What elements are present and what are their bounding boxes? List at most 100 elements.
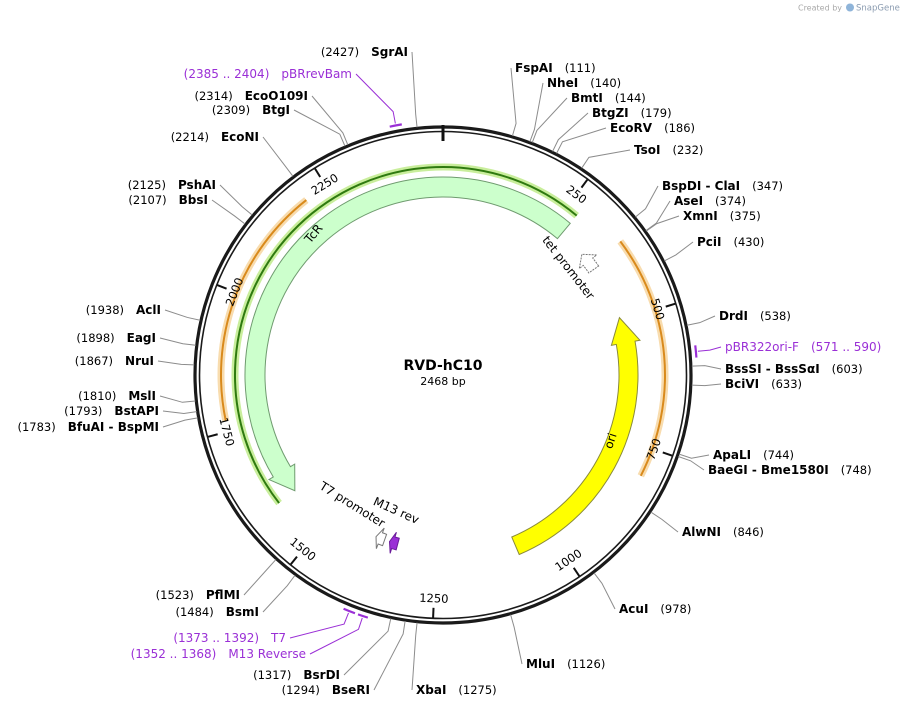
label-name: T7 <box>270 631 286 645</box>
enzyme-label: MluI(1126) <box>526 657 605 671</box>
leader-line <box>635 186 658 217</box>
label-site: (1867) <box>75 354 113 368</box>
enzyme-label: XbaI(1275) <box>416 683 497 697</box>
label-name: SgrAI <box>371 45 408 59</box>
tick-mark <box>208 434 218 437</box>
enzyme-label: (1867)NruI <box>75 354 154 368</box>
enzyme-label: (1938)AclI <box>86 303 161 317</box>
tick-label: 2000 <box>223 276 247 308</box>
enzyme-label: FspAI(111) <box>515 61 596 75</box>
label-site: (603) <box>832 362 863 376</box>
feature-ori <box>512 318 640 555</box>
label-name: BtgI <box>262 103 290 117</box>
label-site: (1352 .. 1368) <box>131 647 217 661</box>
label-site: (1126) <box>567 657 605 671</box>
label-site: (2427) <box>321 45 359 59</box>
label-site: (1373 .. 1392) <box>173 631 259 645</box>
tick-mark <box>217 285 226 289</box>
label-site: (2309) <box>212 103 250 117</box>
leader-line <box>646 201 670 231</box>
label-site: (1484) <box>175 605 213 619</box>
feature-site-label: (2385 .. 2404)pBRrevBam <box>184 67 352 81</box>
enzyme-label: (2214)EcoNI <box>171 130 259 144</box>
enzyme-label: (1523)PflMI <box>156 588 240 602</box>
leader-line <box>511 615 522 664</box>
leader-line <box>356 74 395 123</box>
label-name: BsrDI <box>303 668 340 682</box>
leader-line <box>374 621 405 690</box>
tick-mark <box>291 557 297 565</box>
plasmid-name: RVD-hC10 <box>403 358 482 374</box>
label-site: (1898) <box>76 331 114 345</box>
label-name: BtgZI <box>592 106 629 120</box>
label-name: PflMI <box>206 588 240 602</box>
enzyme-label: ApaLI(744) <box>713 448 794 462</box>
leader-line <box>412 52 417 127</box>
label-name: AlwNI <box>682 525 721 539</box>
leader-line <box>651 512 678 532</box>
enzyme-label: (1810)MslI <box>78 389 156 403</box>
primer-mark <box>695 345 696 357</box>
label-name: BseRI <box>332 683 370 697</box>
label-site: (571 .. 590) <box>811 340 881 354</box>
label-name: BmtI <box>571 91 603 105</box>
enzyme-label: (1793)BstAPI <box>64 404 159 418</box>
label-site: (232) <box>672 143 703 157</box>
enzyme-label: XmnI(375) <box>683 209 761 223</box>
feature-m13-rev <box>390 532 400 553</box>
label-site: (633) <box>771 377 802 391</box>
label-site: (140) <box>590 76 621 90</box>
label-site: (978) <box>660 602 691 616</box>
leader-line <box>553 113 588 151</box>
enzyme-label: BaeGI - Bme1580I (748) <box>708 463 872 477</box>
brand-logo <box>846 4 854 12</box>
leader-line <box>532 98 567 143</box>
enzyme-label: BtgZI(179) <box>592 106 672 120</box>
enzyme-label: AseI(374) <box>674 194 746 208</box>
tick-label: 1500 <box>287 535 319 564</box>
label-name: M13 Reverse <box>228 647 306 661</box>
enzyme-label: (2309) BtgI <box>212 103 290 117</box>
label-site: (430) <box>734 235 765 249</box>
enzyme-label: BspDI - ClaI(347) <box>662 179 783 193</box>
label-site: (1275) <box>458 683 496 697</box>
tick-mark <box>581 180 587 188</box>
label-site: (2107) <box>128 193 166 207</box>
leader-line <box>212 200 245 224</box>
leader-line <box>220 185 252 215</box>
feature-site-label: (1352 .. 1368) M13 Reverse <box>131 647 306 661</box>
label-site: (846) <box>733 525 764 539</box>
leader-line <box>698 347 721 351</box>
plasmid-length: 2468 bp <box>420 375 465 388</box>
feature-tcr <box>245 177 570 491</box>
label-name: EcoNI <box>221 130 259 144</box>
tick-mark <box>315 168 320 176</box>
label-site: (144) <box>615 91 646 105</box>
feature-t7-promoter <box>376 528 387 549</box>
leader-line <box>160 396 195 402</box>
leader-line <box>163 418 198 427</box>
enzyme-label: AcuI(978) <box>619 602 691 616</box>
label-name: BfuAI - BspMI <box>68 420 159 434</box>
label-site: (1317) <box>253 668 291 682</box>
label-name: EagI <box>127 331 156 345</box>
label-name: BaeGI - Bme1580I <box>708 463 829 477</box>
enzyme-label: BmtI (144) <box>571 91 646 105</box>
label-name: ApaLI <box>713 448 751 462</box>
feature-site-label: (1373 .. 1392) T7 <box>173 631 286 645</box>
leader-line <box>158 361 194 365</box>
tick-label: 750 <box>644 437 664 462</box>
credit: Created by <box>798 4 842 13</box>
label-site: (748) <box>841 463 872 477</box>
leader-line <box>312 96 348 145</box>
feature-tet-promoter <box>579 254 598 273</box>
enzyme-label: BssSI - BssSαI(603) <box>725 362 863 376</box>
label-name: MslI <box>128 389 156 403</box>
label-name: AseI <box>674 194 703 208</box>
label-name: FspAI <box>515 61 553 75</box>
label-site: (1294) <box>282 683 320 697</box>
label-name: BsmI <box>226 605 259 619</box>
leader-line <box>646 216 679 231</box>
